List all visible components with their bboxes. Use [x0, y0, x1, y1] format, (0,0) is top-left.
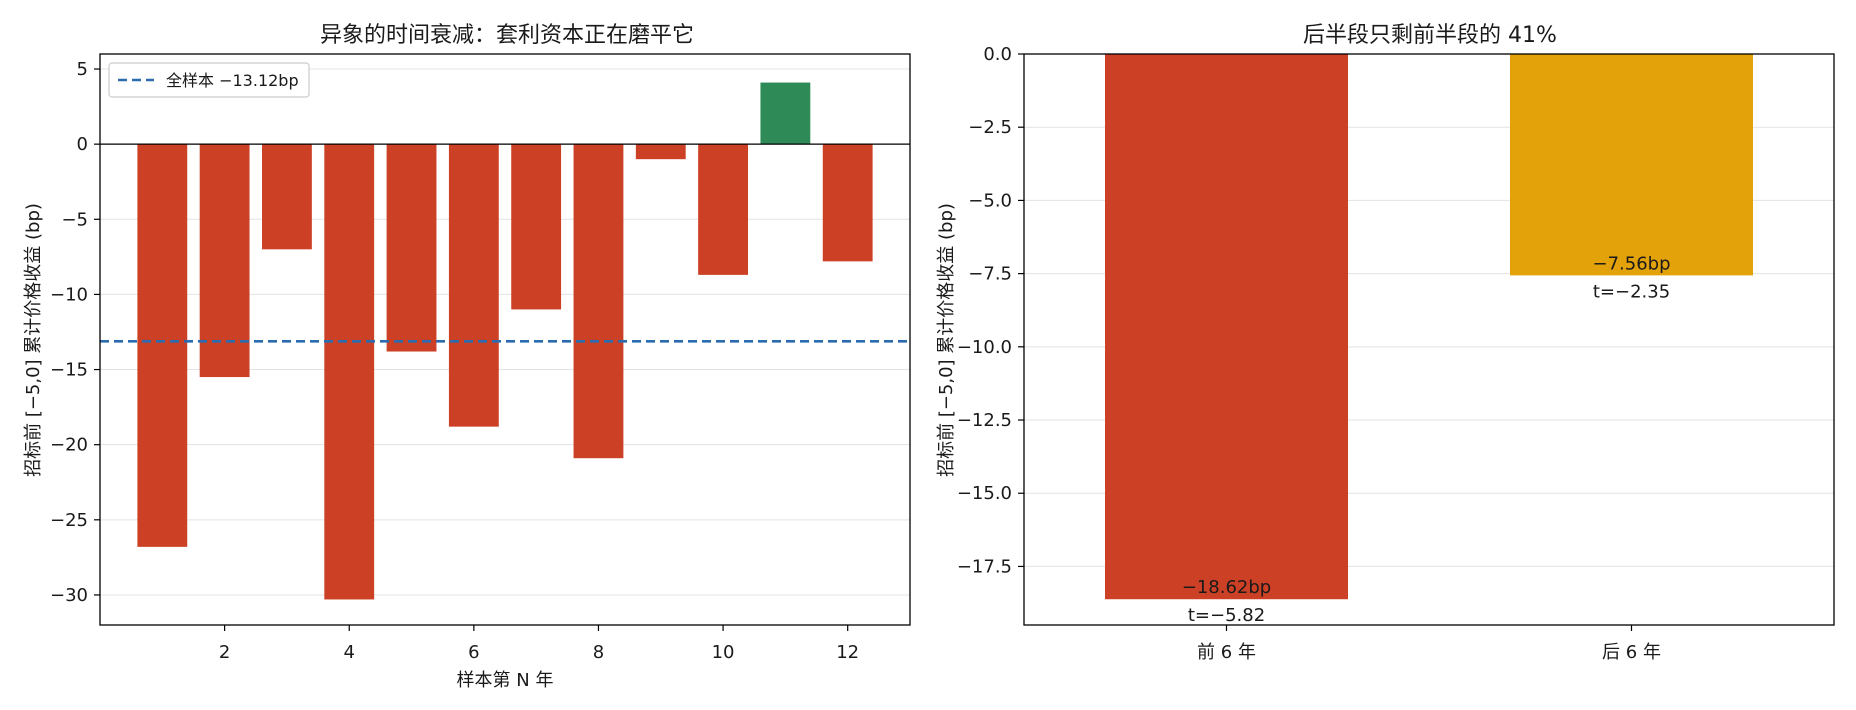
left-x-tick-label: 4 — [344, 642, 355, 663]
left-bar-year-8 — [573, 144, 624, 459]
left-chart-title: 异象的时间衰减：套利资本正在磨平它 — [320, 23, 694, 48]
right-y-tick-label: −17.5 — [957, 556, 1012, 577]
left-x-tick-label: 8 — [593, 642, 604, 663]
left-bar-year-10 — [698, 144, 748, 275]
left-bar-year-6 — [448, 144, 499, 427]
right-x-tick-label: 后 6 年 — [1602, 642, 1661, 663]
right-value-label: −7.56bp — [1592, 253, 1670, 274]
right-y-tick-label: −5.0 — [968, 190, 1012, 211]
right-bar-2 — [1510, 54, 1753, 276]
legend-entry-label: 全样本 −13.12bp — [166, 71, 299, 90]
right-plot-frame — [1023, 53, 1835, 626]
left-bar-year-11 — [760, 82, 811, 145]
left-y-tick-label: −15 — [50, 360, 88, 381]
left-legend: 全样本 −13.12bp — [108, 62, 310, 98]
left-bar-year-12 — [822, 144, 873, 262]
left-y-axis: 5 0 −5 −10 −15 −20 −25 −30 — [50, 59, 100, 606]
left-x-axis-label: 样本第 N 年 — [457, 670, 554, 691]
right-y-axis: 0.0 −2.5 −5.0 −7.5 −10.0 −12.5 −15.0 −17.5 — [957, 44, 1024, 577]
right-x-axis: 前 6 年 后 6 年 — [1197, 625, 1661, 663]
left-x-tick-label: 12 — [836, 642, 859, 663]
left-y-tick-label: −10 — [50, 284, 88, 305]
left-bar-year-4 — [324, 144, 375, 600]
left-bar-year-2 — [199, 144, 250, 378]
left-bar-year-1 — [137, 144, 188, 547]
right-x-tick-label: 前 6 年 — [1197, 642, 1256, 663]
left-y-tick-label: −30 — [50, 585, 88, 606]
right-chart-title: 后半段只剩前半段的 41% — [1303, 23, 1557, 48]
left-x-axis: 2 4 6 8 10 12 — [219, 625, 859, 663]
left-bars — [137, 82, 873, 600]
left-chart: 异象的时间衰减：套利资本正在磨平它 5 0 −5 −10 −15 −20 −25 −30 2 4… — [23, 23, 911, 691]
left-bar-year-5 — [386, 144, 437, 352]
left-y-tick-label: −5 — [61, 209, 88, 230]
left-plot-frame — [99, 53, 911, 626]
right-value-label: −18.62bp — [1182, 577, 1271, 598]
right-chart: 后半段只剩前半段的 41% 0.0 −2.5 −5.0 −7.5 −10.0 −12.5 −… — [936, 23, 1835, 663]
right-y-tick-label: −7.5 — [968, 264, 1012, 285]
right-bars — [1105, 54, 1753, 600]
right-y-tick-label: −15.0 — [957, 483, 1012, 504]
right-t-stat-label: t=−2.35 — [1593, 281, 1670, 302]
left-y-tick-label: −20 — [50, 435, 88, 456]
right-t-stat-label: t=−5.82 — [1188, 605, 1265, 626]
left-x-tick-label: 10 — [712, 642, 735, 663]
left-y-tick-label: 0 — [77, 134, 88, 155]
left-bar-year-3 — [262, 144, 312, 250]
left-y-tick-label: −25 — [50, 510, 88, 531]
left-y-axis-label: 招标前 [−5,0] 累计价格收益 (bp) — [23, 203, 44, 477]
left-x-tick-label: 6 — [468, 642, 479, 663]
left-y-tick-label: 5 — [77, 59, 88, 80]
right-y-tick-label: −12.5 — [957, 410, 1012, 431]
right-value-labels: −18.62bp t=−5.82 −7.56bp t=−2.35 — [1182, 253, 1671, 626]
left-bar-year-7 — [511, 144, 562, 310]
right-y-tick-label: −2.5 — [968, 117, 1012, 138]
right-y-tick-label: −10.0 — [957, 337, 1012, 358]
left-bar-year-9 — [635, 144, 686, 160]
left-x-tick-label: 2 — [219, 642, 230, 663]
right-y-axis-label: 招标前 [−5,0] 累计价格收益 (bp) — [936, 203, 957, 477]
right-bar-1 — [1105, 54, 1348, 600]
right-y-tick-label: 0.0 — [983, 44, 1012, 65]
